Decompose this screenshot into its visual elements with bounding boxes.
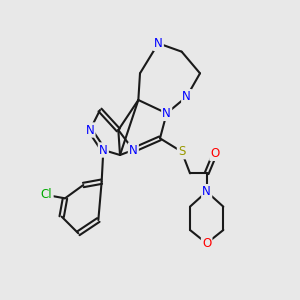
Text: O: O (202, 237, 211, 250)
Text: N: N (129, 143, 138, 157)
Text: N: N (202, 185, 211, 198)
Text: N: N (85, 124, 94, 136)
Text: O: O (210, 147, 220, 160)
Text: N: N (154, 37, 163, 50)
Text: N: N (162, 107, 171, 120)
Text: N: N (182, 90, 191, 103)
Text: S: S (178, 145, 185, 158)
Text: Cl: Cl (41, 188, 52, 202)
Text: N: N (99, 143, 108, 157)
